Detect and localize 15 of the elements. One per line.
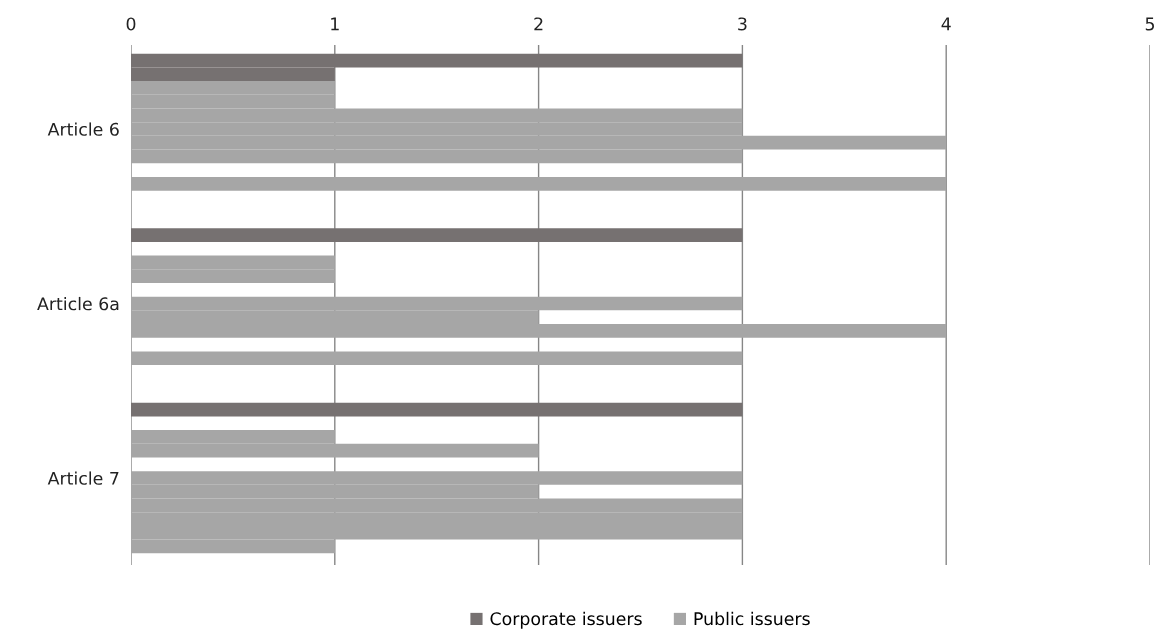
bar [131,176,947,191]
legend-label: Corporate issuers [490,611,642,629]
bar [131,228,743,242]
x-tick-label: 5 [1145,17,1155,31]
x-tick-label: 3 [738,17,747,31]
x-tick-label: 0 [126,17,136,31]
legend-label: Public issuers [694,611,810,626]
bar [131,402,743,417]
bar [131,351,743,366]
x-tick-label: 4 [941,17,951,31]
y-tick-label: Article 6 [47,122,119,136]
y-tick-label: Article 7 [47,471,119,485]
y-tick-label: Article 6a [37,296,119,311]
x-tick-label: 1 [331,17,339,31]
x-tick-label: 2 [534,17,543,31]
